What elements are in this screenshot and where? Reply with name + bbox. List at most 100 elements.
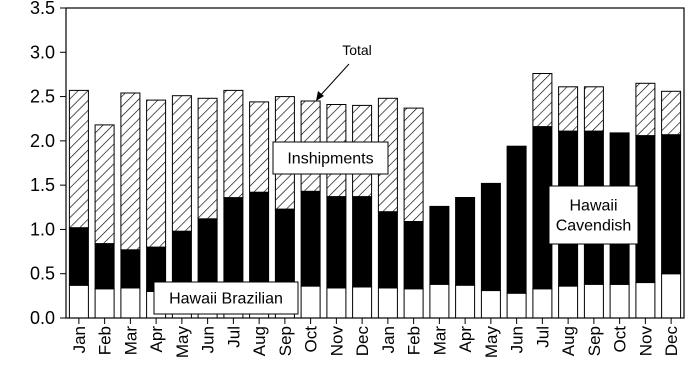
x-tick-label: Nov <box>327 326 346 357</box>
x-tick-label: Jul <box>224 326 243 348</box>
bar-segment-hawaii-brazilian-24 <box>661 273 682 319</box>
bar-segment-hawaii-cavendish-8 <box>249 191 270 289</box>
x-tick-label: Sep <box>276 326 295 356</box>
bar-segment-hawaii-brazilian-14 <box>403 288 424 319</box>
bar-segment-hawaii-cavendish-14 <box>403 221 424 290</box>
bar-segment-inshipments-5 <box>171 95 192 232</box>
x-tick-label: Mar <box>121 326 140 356</box>
annotation-total: Total <box>342 42 372 58</box>
bar-segment-inshipments-24 <box>661 90 682 136</box>
bar-segment-hawaii-brazilian-21 <box>583 283 604 319</box>
x-tick-label: Jul <box>533 326 552 348</box>
bars-layer <box>68 73 682 319</box>
x-tick-label: May <box>173 326 192 359</box>
annotation-hawaii-brazilian-text: Hawaii Brazilian <box>169 291 283 308</box>
bar-segment-hawaii-brazilian-15 <box>429 283 450 319</box>
bar-segment-inshipments-1 <box>68 89 89 229</box>
bar-segment-hawaii-brazilian-2 <box>94 288 115 319</box>
bar-segment-hawaii-brazilian-10 <box>300 285 321 319</box>
bar-segment-hawaii-brazilian-22 <box>609 283 630 319</box>
x-tick-label: Apr <box>147 326 166 353</box>
x-tick-label: Aug <box>559 326 578 356</box>
x-tick-label: Dec <box>353 326 372 357</box>
bar-segment-hawaii-brazilian-11 <box>326 287 347 319</box>
bar-segment-inshipments-14 <box>403 107 424 222</box>
y-tick-label: 0.5 <box>30 264 55 284</box>
x-tick-label: Feb <box>96 326 115 355</box>
annotation-hawaii-cavendish-text: Cavendish <box>556 218 632 235</box>
total-arrow-line <box>318 63 350 98</box>
bar-segment-hawaii-cavendish-1 <box>68 227 89 286</box>
bar-segment-inshipments-21 <box>583 86 604 132</box>
bar-segment-hawaii-brazilian-23 <box>635 282 656 319</box>
bar-segment-hawaii-cavendish-13 <box>377 211 398 289</box>
x-tick-label: Dec <box>662 326 681 357</box>
bar-segment-hawaii-brazilian-3 <box>120 287 141 319</box>
bar-segment-inshipments-23 <box>635 82 656 137</box>
y-tick-label: 1.5 <box>30 175 55 195</box>
bar-segment-inshipments-2 <box>94 124 115 245</box>
axes-layer <box>60 7 685 324</box>
x-tick-label: Jun <box>508 326 527 353</box>
bar-segment-hawaii-cavendish-17 <box>480 182 501 292</box>
x-tick-label: Oct <box>302 326 321 353</box>
annotation-hawaii-brazilian-box <box>153 281 299 315</box>
bar-segment-hawaii-cavendish-24 <box>661 134 682 275</box>
bar-segment-hawaii-cavendish-6 <box>197 218 218 289</box>
bar-segment-inshipments-3 <box>120 92 141 251</box>
y-tick-label: 0.0 <box>30 308 55 328</box>
bar-segment-inshipments-8 <box>249 101 270 193</box>
annotation-inshipments-text: Inshipments <box>287 151 373 168</box>
x-tick-label: Nov <box>636 326 655 357</box>
y-tick-label: 3.5 <box>30 0 55 18</box>
annotation-hawaii-cavendish: Hawaii Cavendish <box>548 185 639 245</box>
x-tick-label: Aug <box>250 326 269 356</box>
x-tick-label: Sep <box>585 326 604 356</box>
annotations-layer: Total Inshipments Hawaii Cavendish Hawaii Br… <box>153 42 639 315</box>
bar-segment-hawaii-cavendish-7 <box>223 197 244 289</box>
bar-segment-hawaii-cavendish-10 <box>300 190 321 287</box>
annotation-hawaii-brazilian: Hawaii Brazilian <box>153 281 299 315</box>
bar-segment-inshipments-6 <box>197 97 218 220</box>
annotation-hawaii-cavendish-text: Hawaii <box>569 198 617 215</box>
bar-segment-hawaii-cavendish-18 <box>506 145 527 294</box>
bar-segment-inshipments-7 <box>223 89 244 199</box>
x-tick-label: Feb <box>405 326 424 355</box>
bar-segment-hawaii-brazilian-1 <box>68 284 89 319</box>
x-tick-label: Oct <box>611 326 630 353</box>
labels-layer: Jan Feb Mar Apr May Jun Jul Aug Sep Oct Nov Dec Jan F… <box>30 0 681 358</box>
bar-segment-inshipments-4 <box>146 99 167 248</box>
bar-segment-hawaii-cavendish-12 <box>352 196 373 288</box>
x-tick-label: Jun <box>199 326 218 353</box>
bar-segment-hawaii-cavendish-15 <box>429 205 450 285</box>
y-tick-label: 1.0 <box>30 219 55 239</box>
x-tick-label: Apr <box>456 326 475 353</box>
bar-segment-inshipments-19 <box>532 73 553 128</box>
x-tick-label: May <box>482 326 501 359</box>
total-arrow-head <box>316 91 324 101</box>
bar-segment-hawaii-cavendish-5 <box>171 230 192 290</box>
bar-segment-hawaii-brazilian-13 <box>377 287 398 319</box>
bar-segment-hawaii-cavendish-2 <box>94 243 115 290</box>
y-tick-label: 2.0 <box>30 131 55 151</box>
x-tick-label: Mar <box>430 326 449 356</box>
bar-segment-hawaii-brazilian-20 <box>558 285 579 319</box>
bar-segment-inshipments-20 <box>558 86 579 132</box>
bar-segment-hawaii-brazilian-12 <box>352 286 373 319</box>
bar-segment-hawaii-brazilian-16 <box>455 284 476 319</box>
plot-frame <box>65 7 685 319</box>
bar-segment-hawaii-brazilian-17 <box>480 290 501 319</box>
annotation-hawaii-cavendish-box <box>548 185 639 245</box>
bar-segment-hawaii-cavendish-23 <box>635 135 656 283</box>
bar-segment-hawaii-cavendish-16 <box>455 197 476 286</box>
bar-segment-hawaii-cavendish-11 <box>326 196 347 289</box>
bar-segment-hawaii-brazilian-19 <box>532 288 553 319</box>
bar-segment-hawaii-cavendish-3 <box>120 249 141 289</box>
y-tick-label: 3.0 <box>30 42 55 62</box>
y-tick-label: 2.5 <box>30 87 55 107</box>
annotation-inshipments: Inshipments <box>272 141 389 175</box>
bar-segment-hawaii-cavendish-9 <box>274 208 295 288</box>
x-tick-label: Jan <box>379 326 398 353</box>
bar-segment-hawaii-brazilian-18 <box>506 292 527 319</box>
